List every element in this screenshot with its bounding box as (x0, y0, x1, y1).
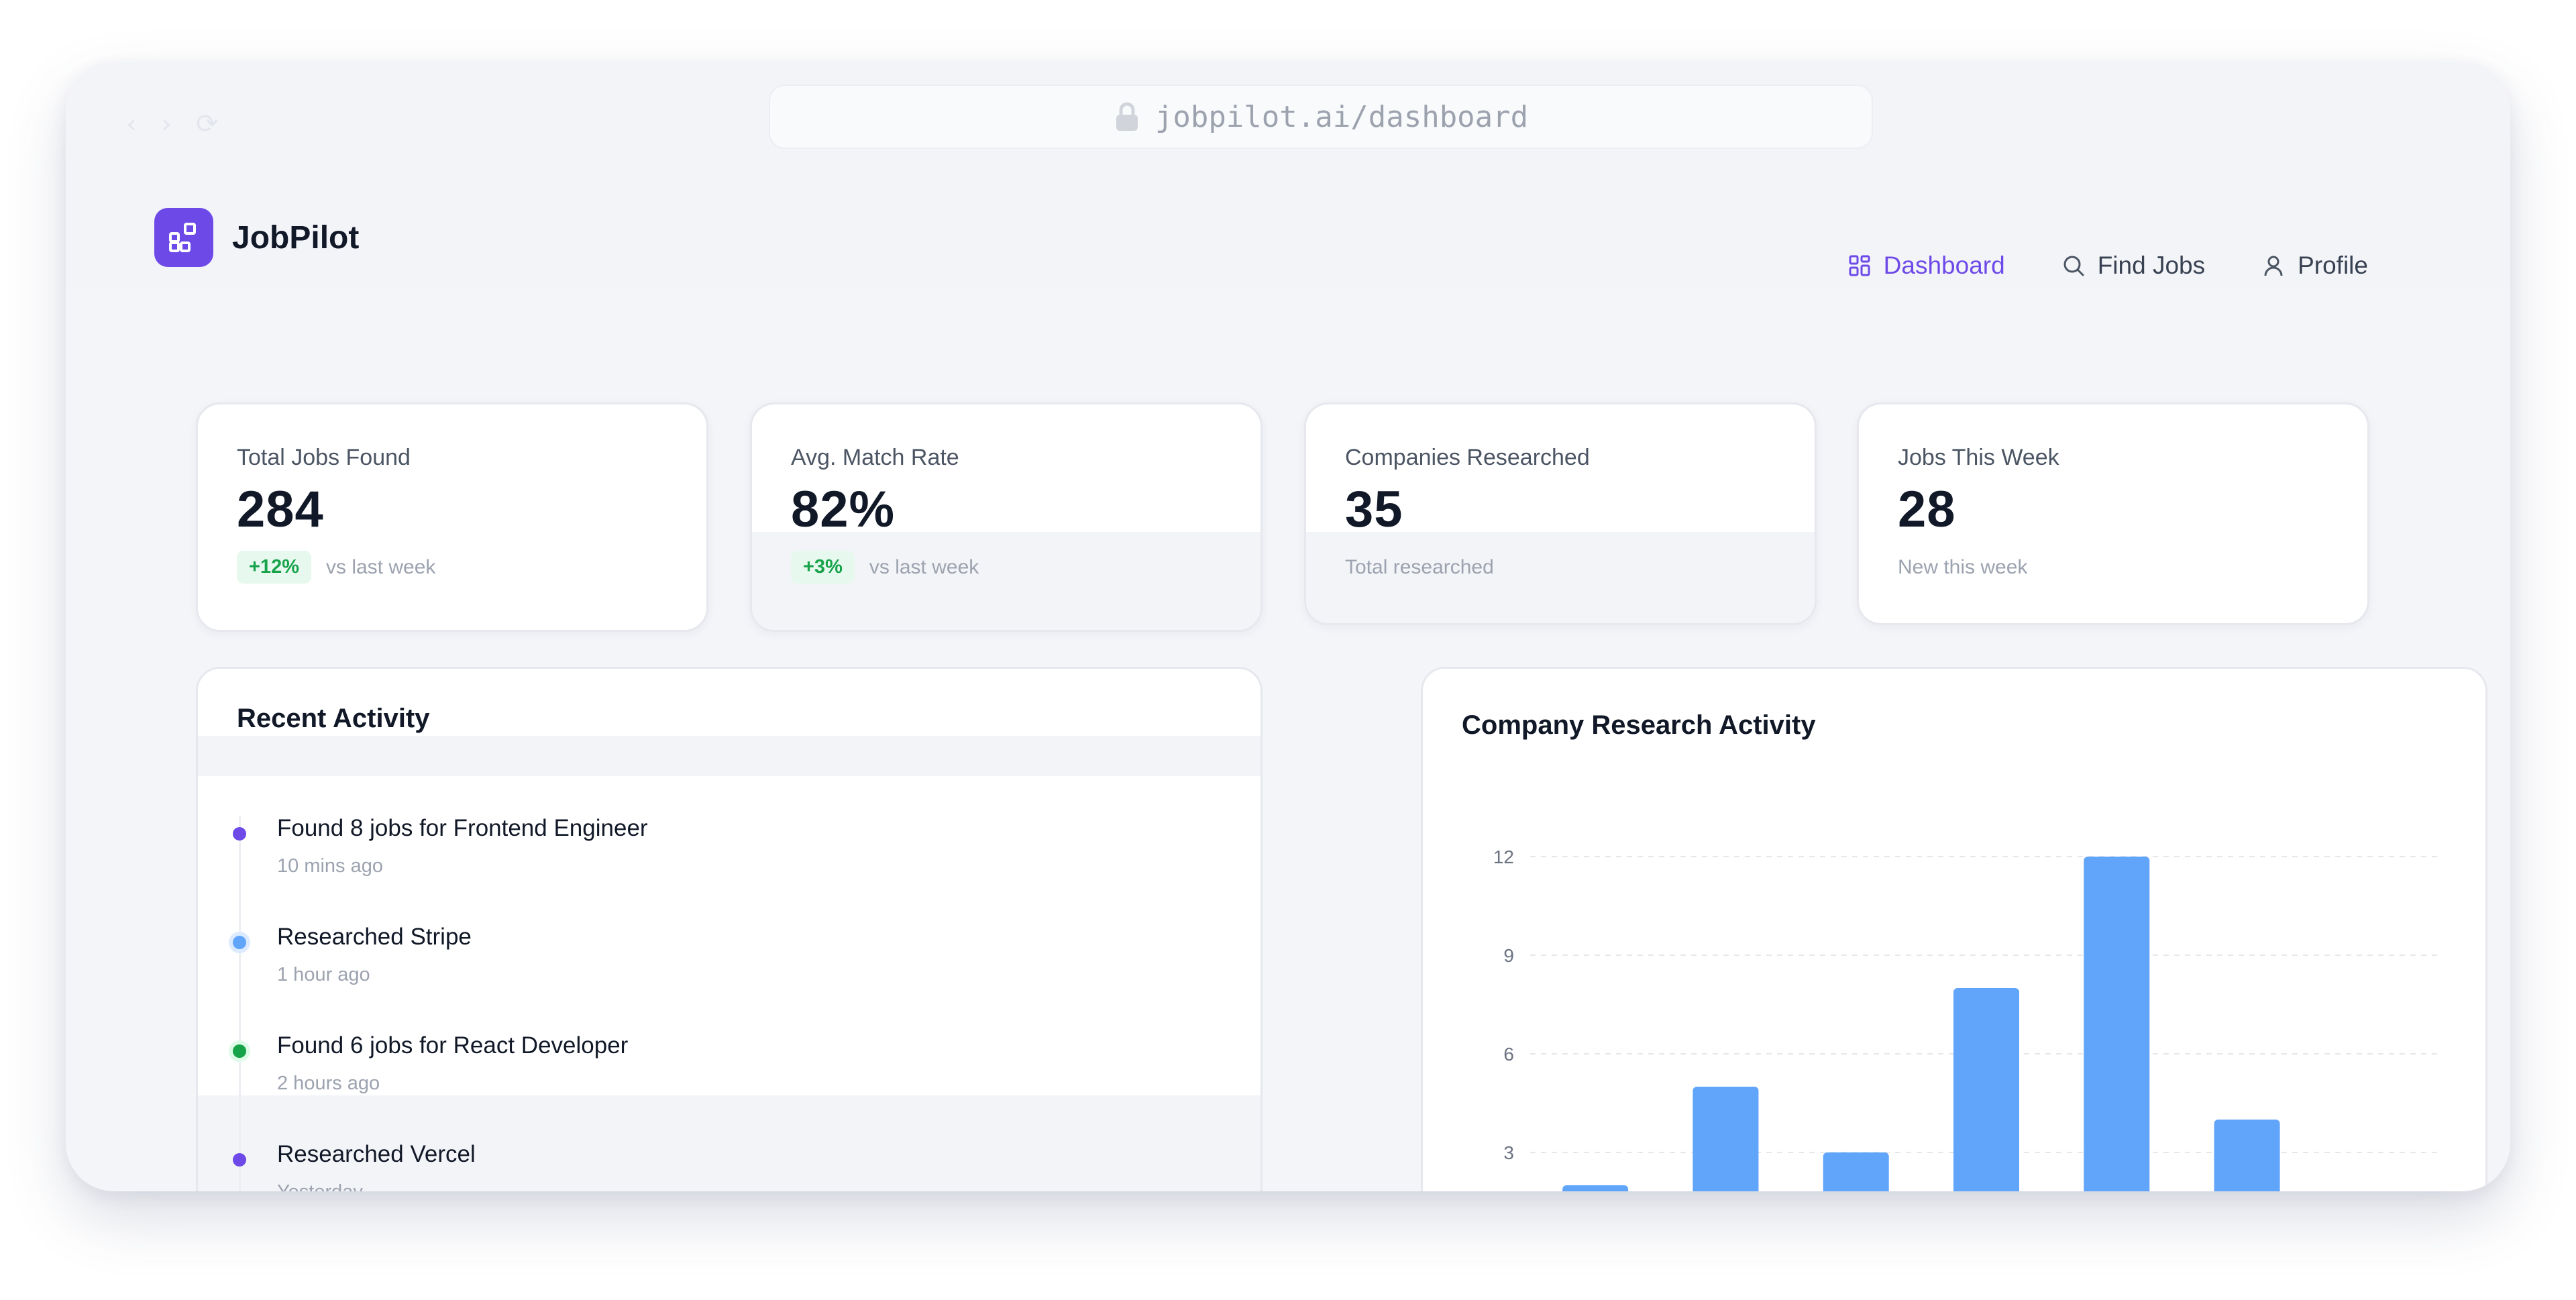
stat-card-total-jobs: Total Jobs Found 284 +12% vs last week (196, 402, 708, 632)
stat-foot: Total researched (1345, 556, 1776, 579)
address-bar[interactable]: jobpilot.ai/dashboard (769, 85, 1873, 149)
status-dot (233, 1153, 246, 1167)
y-tick-label: 3 (1503, 1142, 1514, 1163)
chart-bar[interactable] (1693, 1087, 1759, 1191)
stat-label: Avg. Match Rate (791, 445, 959, 470)
reload-icon[interactable]: ⟳ (196, 109, 219, 140)
trend-badge: +12% (237, 551, 311, 584)
grid-icon (1849, 255, 1870, 276)
y-tick-label: 9 (1503, 945, 1514, 966)
stat-label: Companies Researched (1345, 445, 1590, 470)
panel-title: Company Research Activity (1462, 710, 1816, 740)
status-dot (233, 827, 246, 841)
y-tick-label: 12 (1493, 847, 1514, 867)
user-icon (2264, 256, 2283, 276)
stat-foot-text: New this week (1898, 556, 2028, 578)
status-dot (233, 1044, 246, 1058)
app-name: JobPilot (232, 219, 360, 256)
chart-bar[interactable] (2214, 1120, 2280, 1191)
chart-bar[interactable] (1823, 1152, 1889, 1191)
panel-divider-band (198, 736, 1260, 776)
stat-value: 284 (237, 481, 324, 538)
nav-find-jobs-label: Find Jobs (2097, 252, 2206, 279)
stat-value: 28 (1898, 481, 1956, 538)
chart-bar[interactable] (2084, 857, 2150, 1191)
stat-card-jobs-week: Jobs This Week 28 New this week (1857, 402, 2369, 625)
activity-time: Yesterday (277, 1181, 476, 1191)
back-arrow-icon[interactable]: ‹ (126, 109, 137, 140)
activity-item[interactable]: Researched Vercel Yesterday (227, 1141, 476, 1191)
stat-value: 35 (1345, 481, 1403, 538)
activity-item[interactable]: Found 8 jobs for Frontend Engineer 10 mi… (227, 815, 648, 877)
lock-icon (1116, 102, 1138, 131)
nav-find-jobs[interactable]: Find Jobs (2033, 182, 2233, 349)
nav-profile[interactable]: Profile (2233, 182, 2396, 349)
stat-foot-text: Total researched (1345, 556, 1494, 578)
app-header: JobPilot Dashboard Find Jobs (66, 182, 2510, 349)
trend-badge: +3% (791, 551, 855, 584)
stat-card-match-rate: Avg. Match Rate 82% +3% vs last week (750, 402, 1263, 632)
stat-card-companies: Companies Researched 35 Total researched (1304, 402, 1817, 625)
stat-foot: New this week (1898, 556, 2328, 579)
panel-title: Recent Activity (237, 704, 430, 733)
recent-activity-panel: Recent Activity Found 8 jobs for Fronten… (196, 667, 1263, 1191)
activity-time: 10 mins ago (277, 855, 383, 877)
stat-label: Total Jobs Found (237, 445, 411, 470)
browser-window: ‹ › ⟳ jobpilot.ai/dashboard JobPilot (66, 62, 2510, 1191)
main-nav: Dashboard Find Jobs Profile (1819, 182, 2396, 349)
stat-foot: +3% vs last week (791, 551, 1222, 584)
logo-icon (154, 208, 213, 267)
activity-time: 2 hours ago (277, 1073, 380, 1094)
activity-text: Found 6 jobs for React Developer (277, 1032, 629, 1059)
search-icon (2063, 256, 2084, 276)
activity-item[interactable]: Researched Stripe 1 hour ago (227, 924, 472, 986)
activity-text: Researched Stripe (277, 924, 472, 950)
stat-foot: +12% vs last week (237, 551, 667, 584)
nav-profile-label: Profile (2298, 252, 2368, 279)
stat-value: 82% (791, 481, 896, 538)
y-tick-label: 6 (1503, 1044, 1514, 1065)
chart-bar[interactable] (1562, 1185, 1629, 1191)
chart-bar[interactable] (1953, 988, 2019, 1191)
activity-text: Researched Vercel (277, 1141, 476, 1167)
browser-nav-buttons: ‹ › ⟳ (126, 109, 219, 140)
activity-text: Found 8 jobs for Frontend Engineer (277, 815, 648, 841)
stat-foot-text: vs last week (325, 555, 436, 578)
research-chart-panel: Company Research Activity 0 3 6 9 12 (1421, 667, 2487, 1191)
activity-time: 1 hour ago (277, 964, 370, 985)
stat-label: Jobs This Week (1898, 445, 2059, 470)
dashboard-content: Total Jobs Found 284 +12% vs last week A… (66, 287, 2510, 1191)
panel-shade-band (198, 1095, 1260, 1191)
timeline-line (239, 816, 241, 1191)
nav-dashboard-label: Dashboard (1883, 252, 2005, 279)
stat-foot-text: vs last week (869, 555, 979, 578)
url-text: jobpilot.ai/dashboard (1155, 99, 1529, 134)
browser-chrome: ‹ › ⟳ jobpilot.ai/dashboard (66, 62, 2510, 182)
activity-item[interactable]: Found 6 jobs for React Developer 2 hours… (227, 1032, 628, 1095)
brand[interactable]: JobPilot (154, 208, 359, 267)
status-dot (233, 936, 246, 949)
forward-arrow-icon[interactable]: › (161, 109, 172, 140)
